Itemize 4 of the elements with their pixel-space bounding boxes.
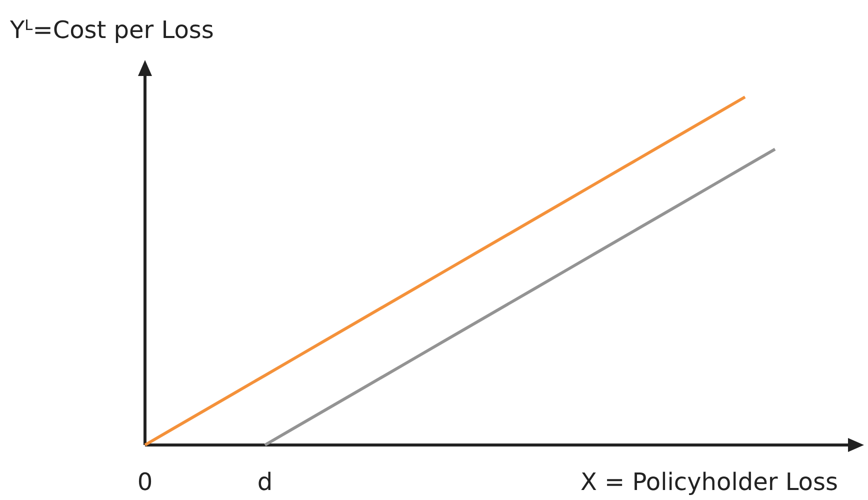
- x-tick-label: 0: [137, 468, 153, 496]
- x-tick-label: d: [257, 468, 273, 496]
- x-axis-title: X = Policyholder Loss: [580, 468, 838, 496]
- y-axis-title: Y$^{L}$=Cost per Loss: [9, 16, 214, 44]
